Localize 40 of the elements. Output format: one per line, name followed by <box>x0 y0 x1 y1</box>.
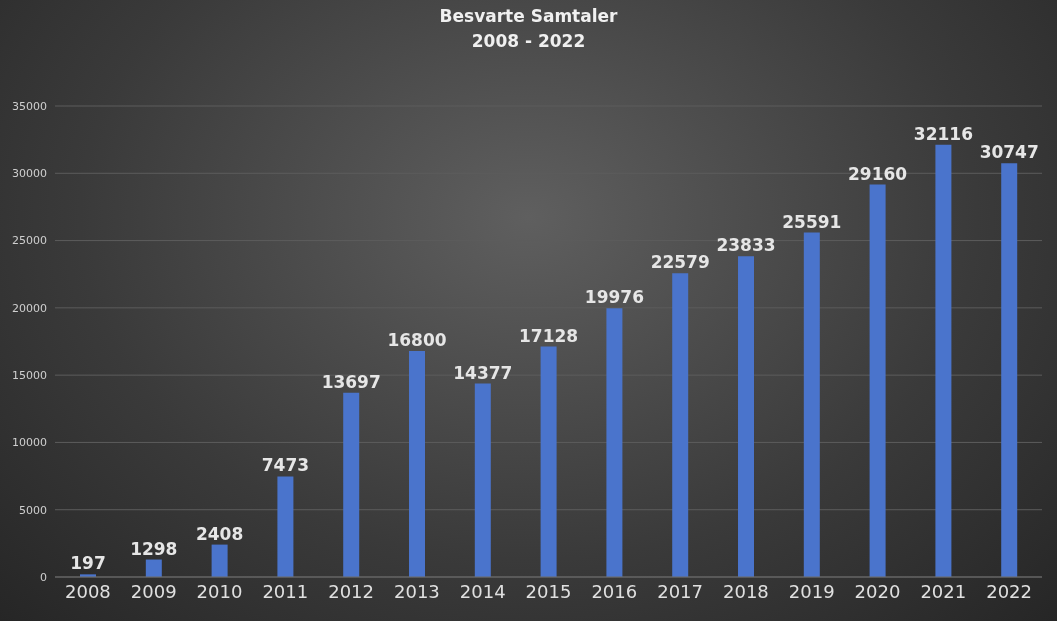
data-label: 22579 <box>650 252 710 273</box>
x-tick-label: 2013 <box>393 580 440 602</box>
x-tick-label: 2021 <box>920 580 967 602</box>
y-tick-label: 15000 <box>12 369 47 383</box>
data-label: 23833 <box>716 235 776 256</box>
data-label: 2408 <box>195 523 244 544</box>
y-tick-label: 5000 <box>19 503 47 517</box>
y-tick-label: 30000 <box>12 167 47 181</box>
x-tick-label: 2010 <box>196 580 243 602</box>
data-label: 30747 <box>979 142 1039 163</box>
x-tick-label: 2015 <box>525 580 572 602</box>
data-label: 29160 <box>848 163 908 184</box>
data-label: 19976 <box>584 287 644 308</box>
data-label: 32116 <box>913 123 973 144</box>
chart-title: Besvarte Samtaler <box>438 5 619 28</box>
data-label: 7473 <box>261 455 310 476</box>
x-tick-label: 2022 <box>986 580 1033 602</box>
x-tick-label: 2019 <box>788 580 835 602</box>
data-label: 17128 <box>519 325 579 346</box>
data-label: 14377 <box>453 362 513 383</box>
data-label: 197 <box>70 553 106 574</box>
y-tick-label: 0 <box>40 570 47 584</box>
data-label: 1298 <box>130 538 178 559</box>
x-tick-label: 2020 <box>854 580 901 602</box>
data-label: 13697 <box>321 371 381 392</box>
x-tick-label: 2018 <box>722 580 769 602</box>
x-tick-label: 2017 <box>657 580 704 602</box>
y-tick-label: 25000 <box>12 234 47 248</box>
chart-subtitle: 2008 - 2022 <box>470 30 587 53</box>
x-tick-label: 2008 <box>64 580 111 602</box>
data-label: 16800 <box>387 329 447 350</box>
x-tick-label: 2014 <box>459 580 506 602</box>
y-tick-label: 20000 <box>12 301 47 315</box>
y-tick-label: 10000 <box>12 436 47 450</box>
y-tick-label: 35000 <box>12 99 47 113</box>
x-tick-label: 2011 <box>262 580 309 602</box>
x-tick-label: 2009 <box>130 580 177 602</box>
x-tick-label: 2012 <box>328 580 375 602</box>
data-label: 25591 <box>782 211 842 232</box>
x-tick-label: 2016 <box>591 580 638 602</box>
